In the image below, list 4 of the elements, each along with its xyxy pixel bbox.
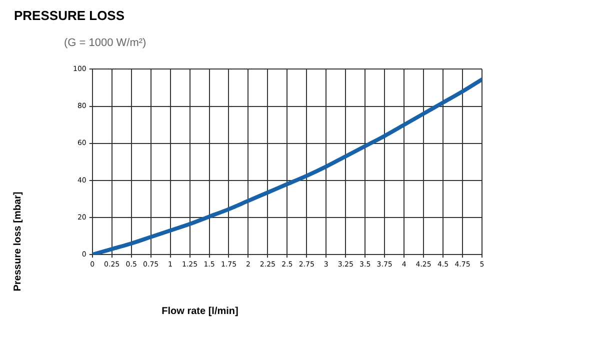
y-axis-title: Pressure loss [mbar] [12, 190, 24, 294]
chart-subtitle: (G = 1000 W/m²) [64, 37, 146, 49]
x-axis-title: Flow rate [l/min] [160, 306, 240, 317]
chart-title: PRESSURE LOSS [14, 8, 125, 23]
